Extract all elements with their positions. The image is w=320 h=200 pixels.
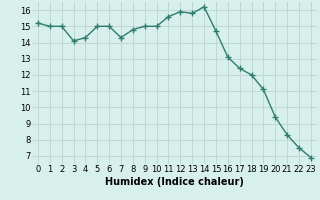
X-axis label: Humidex (Indice chaleur): Humidex (Indice chaleur) bbox=[105, 177, 244, 187]
